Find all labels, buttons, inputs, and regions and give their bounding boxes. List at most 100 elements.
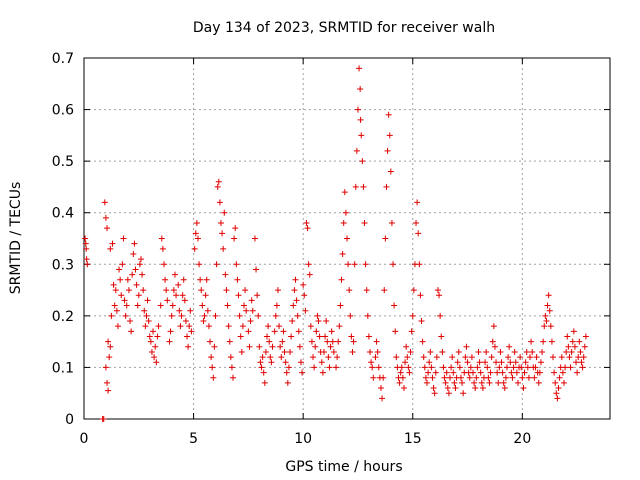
data-point — [100, 416, 107, 422]
data-point — [320, 348, 327, 355]
data-point — [555, 385, 562, 392]
data-point — [289, 318, 296, 325]
data-point — [220, 245, 227, 252]
data-point — [367, 348, 374, 355]
data-point — [392, 328, 399, 335]
data-point — [159, 245, 166, 252]
data-point — [312, 343, 319, 350]
data-point — [104, 379, 111, 386]
data-point — [262, 348, 269, 355]
data-point — [104, 225, 111, 232]
data-point — [219, 230, 226, 237]
data-point — [350, 338, 357, 345]
data-point — [287, 348, 294, 355]
data-point — [551, 369, 558, 376]
data-point — [391, 302, 398, 309]
data-point — [278, 354, 285, 361]
data-point — [335, 338, 342, 345]
data-point — [451, 379, 458, 386]
data-point — [540, 338, 547, 345]
data-point — [288, 333, 295, 340]
data-point — [267, 354, 274, 361]
data-point — [268, 359, 275, 366]
data-point — [232, 225, 239, 232]
data-point — [330, 348, 337, 355]
data-point — [105, 338, 112, 345]
data-point — [127, 318, 134, 325]
data-point — [519, 374, 526, 381]
data-point — [173, 292, 180, 299]
data-point — [326, 364, 333, 371]
data-point — [217, 220, 224, 227]
data-point — [216, 199, 223, 206]
data-point — [513, 369, 520, 376]
data-point — [182, 318, 189, 325]
data-point — [503, 364, 510, 371]
data-point — [491, 343, 498, 350]
data-point — [419, 338, 426, 345]
data-point — [415, 230, 422, 237]
data-point — [111, 302, 118, 309]
data-point — [485, 374, 492, 381]
data-point — [574, 369, 581, 376]
data-point — [231, 235, 238, 242]
data-point — [271, 328, 278, 335]
data-point — [470, 369, 477, 376]
data-point — [306, 271, 313, 278]
data-point — [369, 364, 376, 371]
y-tick-label: 0.6 — [52, 103, 74, 119]
data-point — [299, 369, 306, 376]
data-point — [291, 287, 298, 294]
data-point — [361, 220, 368, 227]
data-point — [107, 343, 114, 350]
data-point — [197, 276, 204, 283]
data-point — [531, 374, 538, 381]
x-tick-label: 20 — [513, 431, 531, 447]
data-point — [253, 266, 260, 273]
data-point — [576, 338, 583, 345]
data-point — [110, 281, 117, 288]
data-point — [169, 302, 176, 309]
data-point — [548, 338, 555, 345]
data-point — [433, 354, 440, 361]
data-point — [473, 374, 480, 381]
data-point — [486, 379, 493, 386]
data-point — [423, 379, 430, 386]
data-point — [372, 354, 379, 361]
data-point — [315, 318, 322, 325]
data-point — [212, 312, 219, 319]
data-point — [226, 338, 233, 345]
data-point — [237, 333, 244, 340]
x-tick-label: 10 — [294, 431, 312, 447]
data-point — [192, 230, 199, 237]
data-point — [145, 318, 152, 325]
data-point — [194, 235, 201, 242]
data-point — [571, 343, 578, 350]
data-point — [448, 364, 455, 371]
data-point — [314, 312, 321, 319]
y-tick-label: 0.3 — [52, 257, 74, 273]
data-point — [151, 354, 158, 361]
data-point — [168, 312, 175, 319]
data-point — [177, 323, 184, 330]
data-point — [191, 245, 198, 252]
data-point — [113, 307, 120, 314]
data-point — [430, 385, 437, 392]
data-point — [102, 364, 109, 371]
data-point — [228, 364, 235, 371]
data-point — [365, 333, 372, 340]
data-point — [502, 374, 509, 381]
data-point — [285, 364, 292, 371]
data-point — [454, 359, 461, 366]
data-point — [573, 359, 580, 366]
data-point — [203, 276, 210, 283]
data-point — [398, 364, 405, 371]
data-point — [562, 364, 569, 371]
data-point — [375, 364, 382, 371]
data-point — [128, 328, 135, 335]
data-point — [245, 328, 252, 335]
data-point — [84, 261, 91, 268]
data-point — [527, 354, 534, 361]
y-tick-label: 0 — [65, 412, 74, 428]
data-point — [420, 354, 427, 361]
